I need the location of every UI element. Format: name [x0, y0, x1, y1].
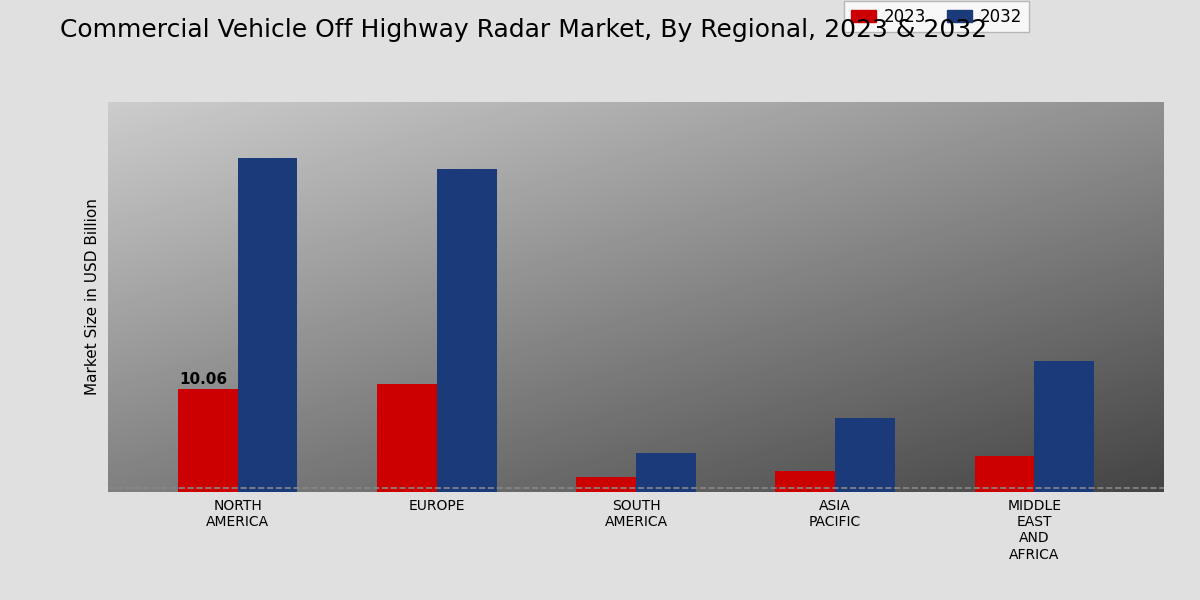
- Bar: [437, 169, 497, 492]
- Bar: [178, 389, 238, 492]
- Y-axis label: Market Size in USD Billion: Market Size in USD Billion: [85, 199, 100, 395]
- Bar: [636, 453, 696, 492]
- Bar: [835, 418, 895, 492]
- Bar: [1034, 361, 1094, 492]
- Legend: 2023, 2032: 2023, 2032: [844, 1, 1028, 32]
- Bar: [775, 471, 835, 492]
- Bar: [238, 158, 298, 492]
- Text: Commercial Vehicle Off Highway Radar Market, By Regional, 2023 & 2032: Commercial Vehicle Off Highway Radar Mar…: [60, 18, 988, 42]
- Bar: [974, 456, 1034, 492]
- Bar: [377, 384, 437, 492]
- Text: 10.06: 10.06: [180, 371, 228, 386]
- Bar: [576, 476, 636, 492]
